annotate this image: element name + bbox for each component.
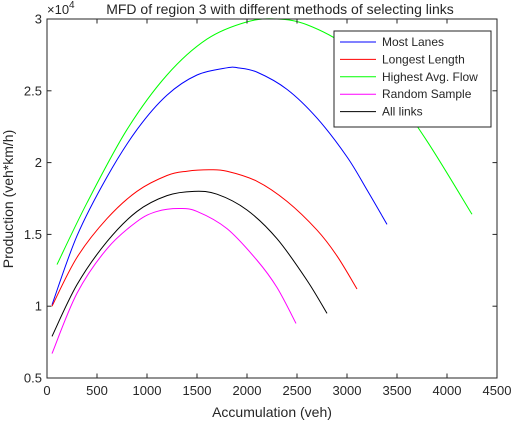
legend: Most Lanes Longest Length Highest Avg. Flo… xyxy=(333,30,492,128)
legend-entry-label: Most Lanes xyxy=(382,35,444,49)
x-tick-label: 3500 xyxy=(383,383,412,398)
x-tick-label: 3000 xyxy=(333,383,362,398)
x-tick-label: 2000 xyxy=(233,383,262,398)
axes-layer: 0 500 1000 1500 2000 2500 3000 3500 4000 4500 0.5 1… xyxy=(24,12,512,399)
series-line-longest-length xyxy=(51,169,358,307)
x-axis-label: Accumulation (veh) xyxy=(212,404,332,420)
series-line-most-lanes xyxy=(51,66,388,305)
x-tick-label: 4500 xyxy=(483,383,512,398)
chart-title: MFD of region 3 with different methods o… xyxy=(106,1,454,17)
y-tick-label: 1 xyxy=(35,299,42,314)
series-line-random-sample xyxy=(51,208,297,354)
legend-entry-label: Longest Length xyxy=(382,52,465,66)
x-tick-label: 2500 xyxy=(283,383,312,398)
series-line-all-links xyxy=(51,190,328,337)
x-tick-label: 1000 xyxy=(133,383,162,398)
y-tick-label: 0.5 xyxy=(24,371,42,386)
x-tick-label: 4000 xyxy=(433,383,462,398)
axes-box xyxy=(46,18,498,379)
x-tick-label: 500 xyxy=(86,383,108,398)
legend-entry-label: Random Sample xyxy=(382,87,472,101)
x-tick-label: 0 xyxy=(43,383,50,398)
legend-entry-label: Highest Avg. Flow xyxy=(382,70,478,84)
y-tick-label: 3 xyxy=(35,12,42,27)
legend-box xyxy=(333,30,492,128)
x-tick-label: 1500 xyxy=(183,383,212,398)
y-tick-label: 2.5 xyxy=(24,83,42,98)
y-axis-label: Production (veh*km/h) xyxy=(0,130,16,269)
y-multiplier-base: ×10 xyxy=(47,2,69,17)
legend-entry-label: All links xyxy=(382,105,423,119)
y-tick-label: 2 xyxy=(35,155,42,170)
y-multiplier-exponent: 4 xyxy=(69,0,75,11)
y-tick-label: 1.5 xyxy=(24,227,42,242)
